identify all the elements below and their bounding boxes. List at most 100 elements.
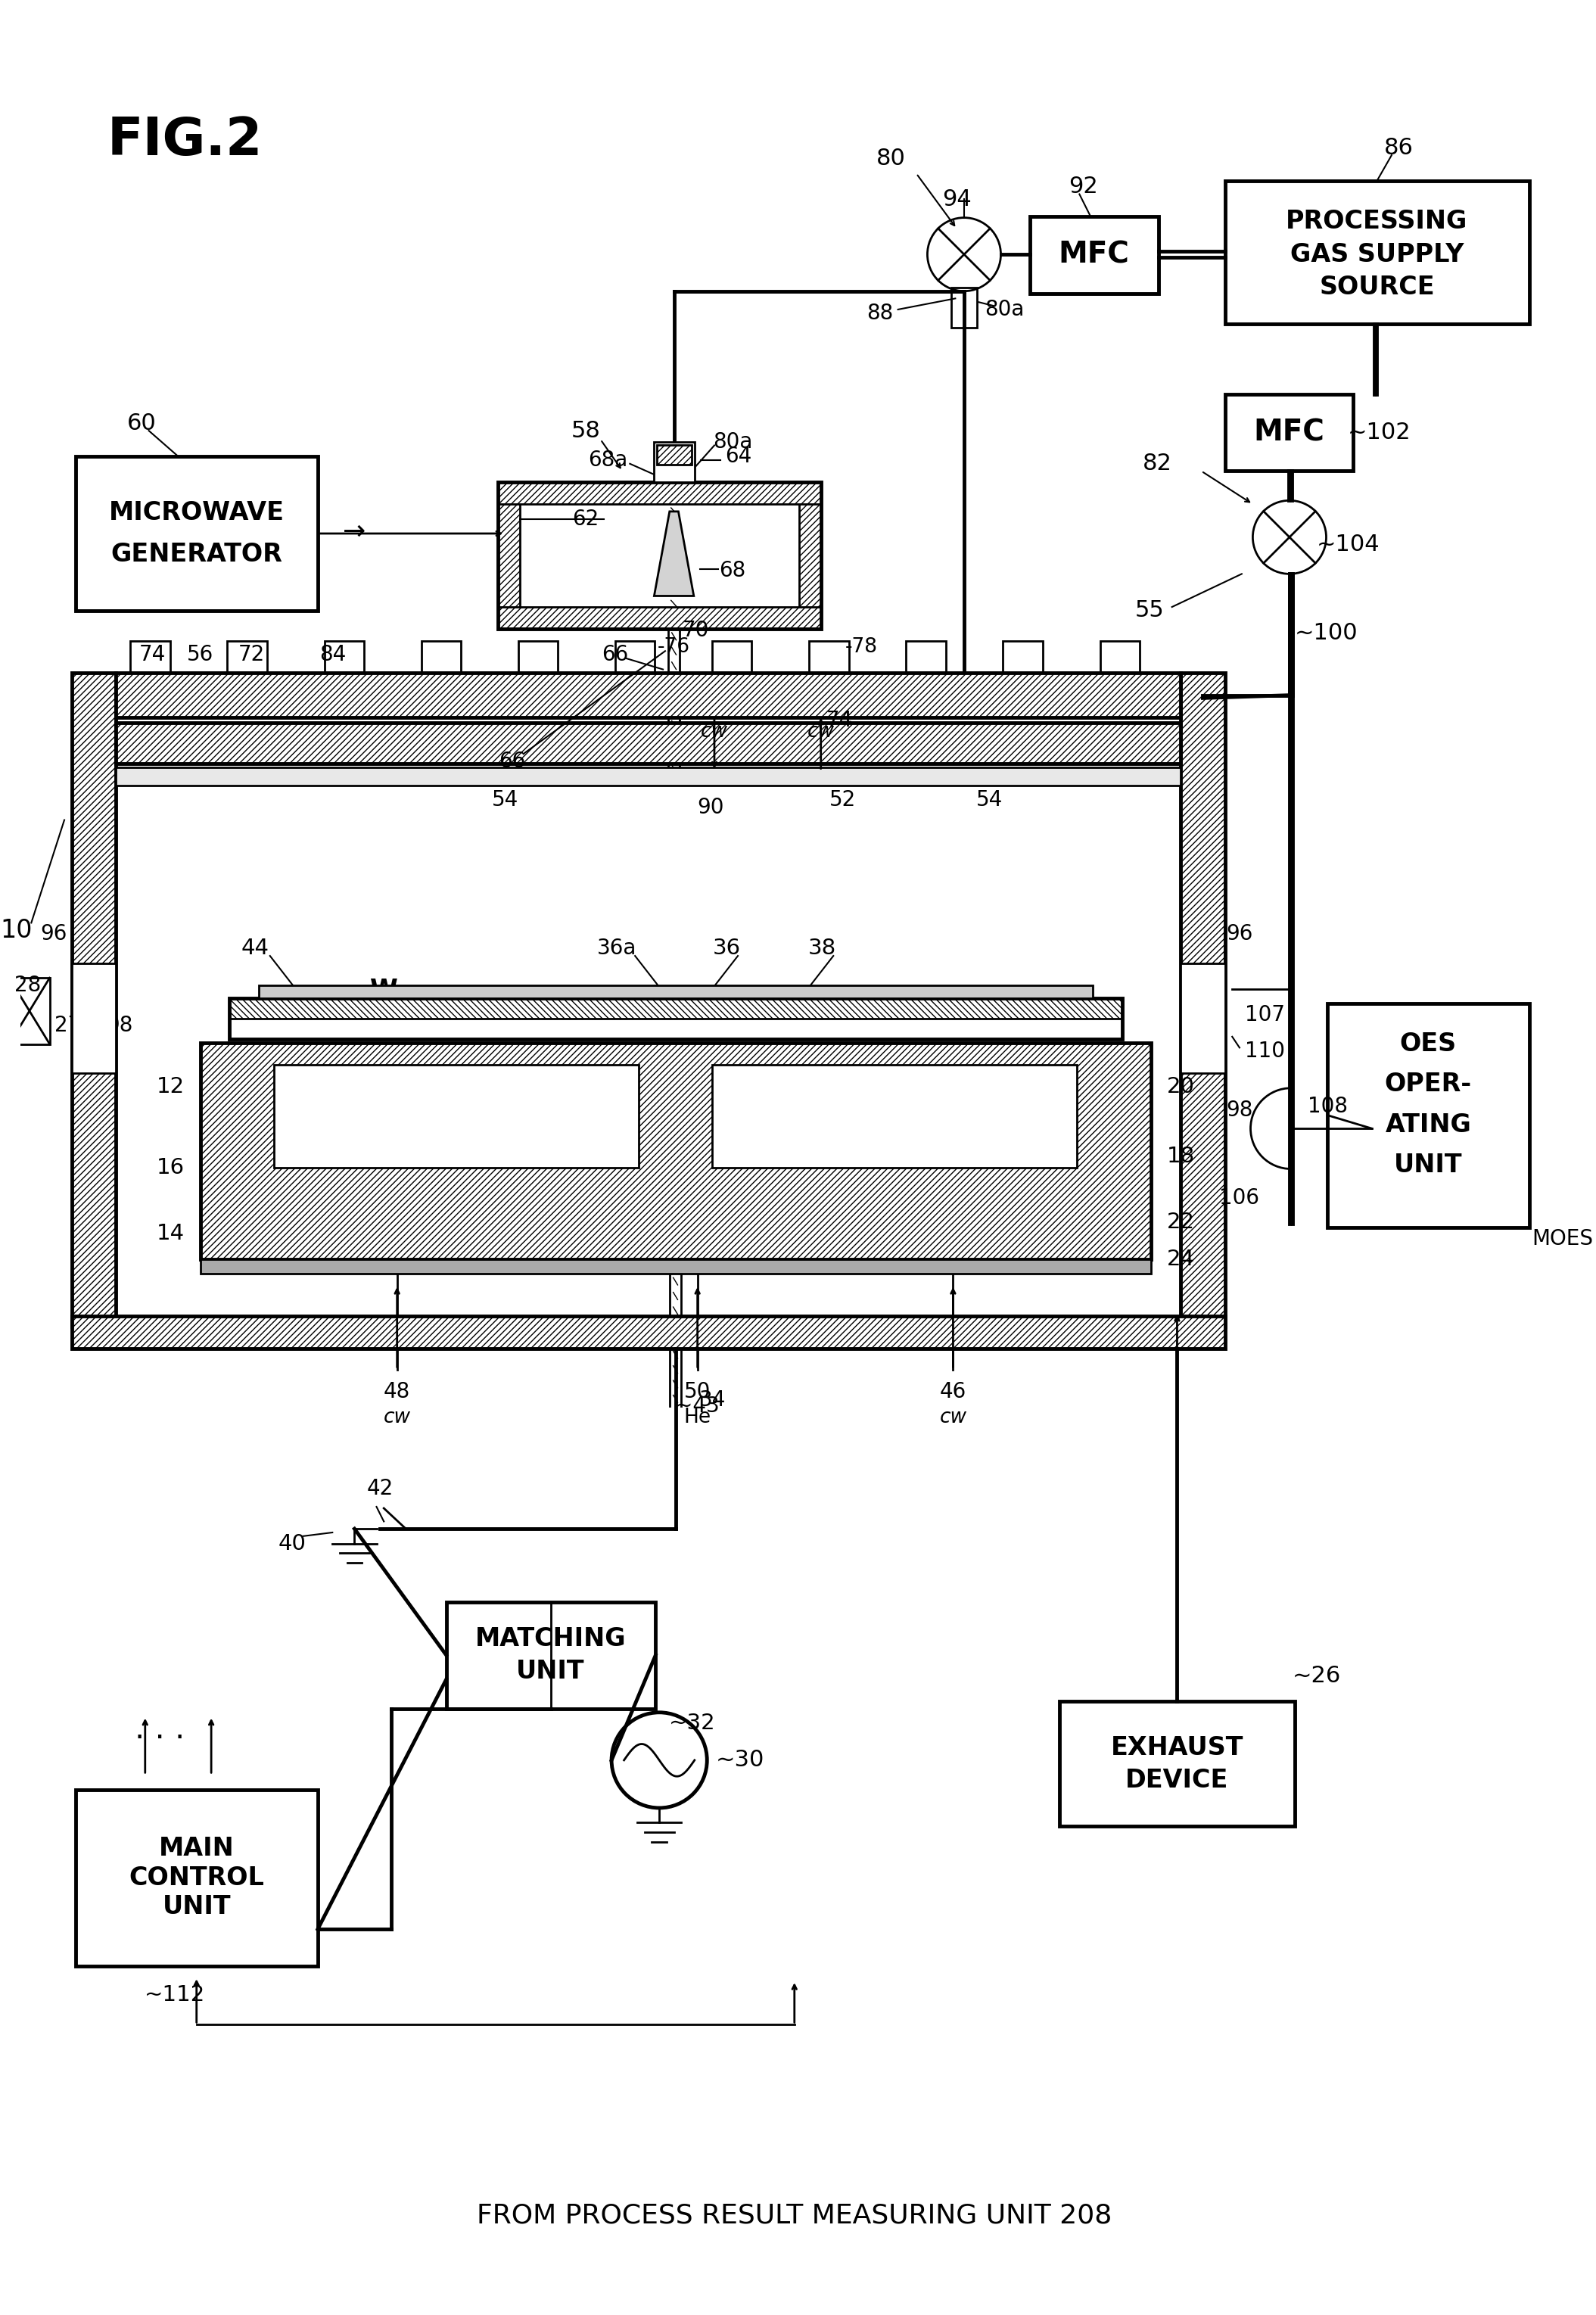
Text: GENERATOR: GENERATOR <box>110 542 282 567</box>
Text: 54: 54 <box>492 789 519 810</box>
Bar <box>1181 674 1224 1326</box>
Text: 14: 14 <box>156 1222 185 1243</box>
Text: 38: 38 <box>808 938 836 958</box>
Bar <box>75 456 318 611</box>
Text: ~30: ~30 <box>715 1750 764 1771</box>
Text: CONTROL: CONTROL <box>129 1866 265 1889</box>
Text: 74: 74 <box>825 711 852 732</box>
Text: 108: 108 <box>1307 1095 1347 1118</box>
Bar <box>230 998 1122 1019</box>
Text: cw: cw <box>940 1408 967 1426</box>
Text: 58: 58 <box>571 419 600 442</box>
Text: 72: 72 <box>238 644 265 664</box>
Text: ~43: ~43 <box>675 1396 720 1417</box>
Text: 64: 64 <box>725 447 752 468</box>
Text: 84: 84 <box>319 644 346 664</box>
Bar <box>72 1315 1224 1350</box>
Bar <box>498 482 820 505</box>
Bar <box>10 977 49 1044</box>
Text: FIG.2: FIG.2 <box>107 116 262 167</box>
Text: 86: 86 <box>1384 137 1414 160</box>
Text: 70: 70 <box>683 620 709 641</box>
Text: 34: 34 <box>699 1389 726 1410</box>
Text: 96: 96 <box>40 924 67 945</box>
Text: 28: 28 <box>14 975 41 995</box>
Text: ~100: ~100 <box>1294 623 1358 644</box>
Text: MICROWAVE: MICROWAVE <box>109 500 284 526</box>
Text: 55: 55 <box>1135 600 1165 623</box>
Text: ATING: ATING <box>1385 1111 1472 1137</box>
Text: 107: 107 <box>1245 1005 1285 1026</box>
Text: 16: 16 <box>156 1158 185 1178</box>
Text: cw: cw <box>808 722 835 741</box>
Text: 36a: 36a <box>597 938 637 958</box>
Text: 60: 60 <box>126 412 156 435</box>
Text: cw: cw <box>383 1408 410 1426</box>
Text: MFC: MFC <box>1058 241 1130 269</box>
Text: SOURCE: SOURCE <box>1320 275 1435 301</box>
Text: ~104: ~104 <box>1317 532 1381 556</box>
Bar <box>519 641 559 674</box>
Text: 68a: 68a <box>587 449 627 470</box>
Text: 98: 98 <box>1226 1100 1253 1120</box>
Text: W: W <box>370 977 397 1002</box>
Text: 66: 66 <box>602 644 629 664</box>
Text: 52: 52 <box>830 789 855 810</box>
Bar <box>1181 674 1224 1326</box>
Text: cw: cw <box>701 722 728 741</box>
Bar <box>1100 641 1140 674</box>
Bar <box>1029 215 1159 294</box>
Bar <box>447 1602 656 1708</box>
Bar <box>72 674 117 1326</box>
Bar <box>1181 963 1224 1074</box>
Bar <box>117 766 1181 785</box>
Text: 24: 24 <box>1167 1248 1195 1271</box>
Bar <box>654 442 694 482</box>
Bar <box>800 482 820 630</box>
Bar <box>72 963 117 1074</box>
Text: 110: 110 <box>1245 1042 1285 1063</box>
Text: OPER-: OPER- <box>1385 1072 1472 1097</box>
Text: 12: 12 <box>156 1076 185 1097</box>
Bar <box>117 674 1181 718</box>
Text: 18: 18 <box>1167 1146 1195 1167</box>
Polygon shape <box>654 512 694 595</box>
Text: ~32: ~32 <box>669 1713 715 1734</box>
Text: 50: 50 <box>685 1380 710 1403</box>
Text: →: → <box>343 519 365 544</box>
Text: FROM PROCESS RESULT MEASURING UNIT 208: FROM PROCESS RESULT MEASURING UNIT 208 <box>477 2204 1112 2229</box>
Bar <box>259 986 1093 998</box>
Text: EXHAUST: EXHAUST <box>1111 1736 1243 1759</box>
Text: 54: 54 <box>977 789 1004 810</box>
Bar <box>498 607 820 630</box>
Bar <box>1224 394 1353 470</box>
Text: 22: 22 <box>1167 1213 1195 1234</box>
Text: 82: 82 <box>1143 454 1171 475</box>
Bar <box>230 998 1122 1039</box>
Text: ~102: ~102 <box>1347 421 1411 442</box>
Text: UNIT: UNIT <box>1393 1153 1462 1178</box>
Text: -76: -76 <box>658 637 689 657</box>
Text: 40: 40 <box>278 1533 306 1553</box>
Bar <box>907 641 946 674</box>
Text: DEVICE: DEVICE <box>1125 1769 1229 1792</box>
Text: 80a: 80a <box>713 431 753 451</box>
Bar <box>117 722 1181 764</box>
Text: ~112: ~112 <box>144 1984 204 2005</box>
Bar <box>72 1315 1224 1350</box>
Bar <box>227 641 267 674</box>
Text: 96: 96 <box>1226 924 1253 945</box>
Text: 98: 98 <box>105 1014 132 1037</box>
Text: 36: 36 <box>713 938 741 958</box>
Text: MATCHING: MATCHING <box>476 1627 626 1651</box>
Bar <box>498 482 820 630</box>
Bar <box>200 1042 1151 1259</box>
Text: ~26: ~26 <box>1293 1664 1341 1688</box>
Bar <box>200 1259 1151 1273</box>
Bar <box>809 641 849 674</box>
Bar <box>712 1065 1077 1167</box>
Bar <box>72 674 117 1326</box>
Text: 106: 106 <box>1219 1188 1259 1208</box>
Bar <box>117 674 1181 718</box>
Text: 80a: 80a <box>985 299 1025 319</box>
